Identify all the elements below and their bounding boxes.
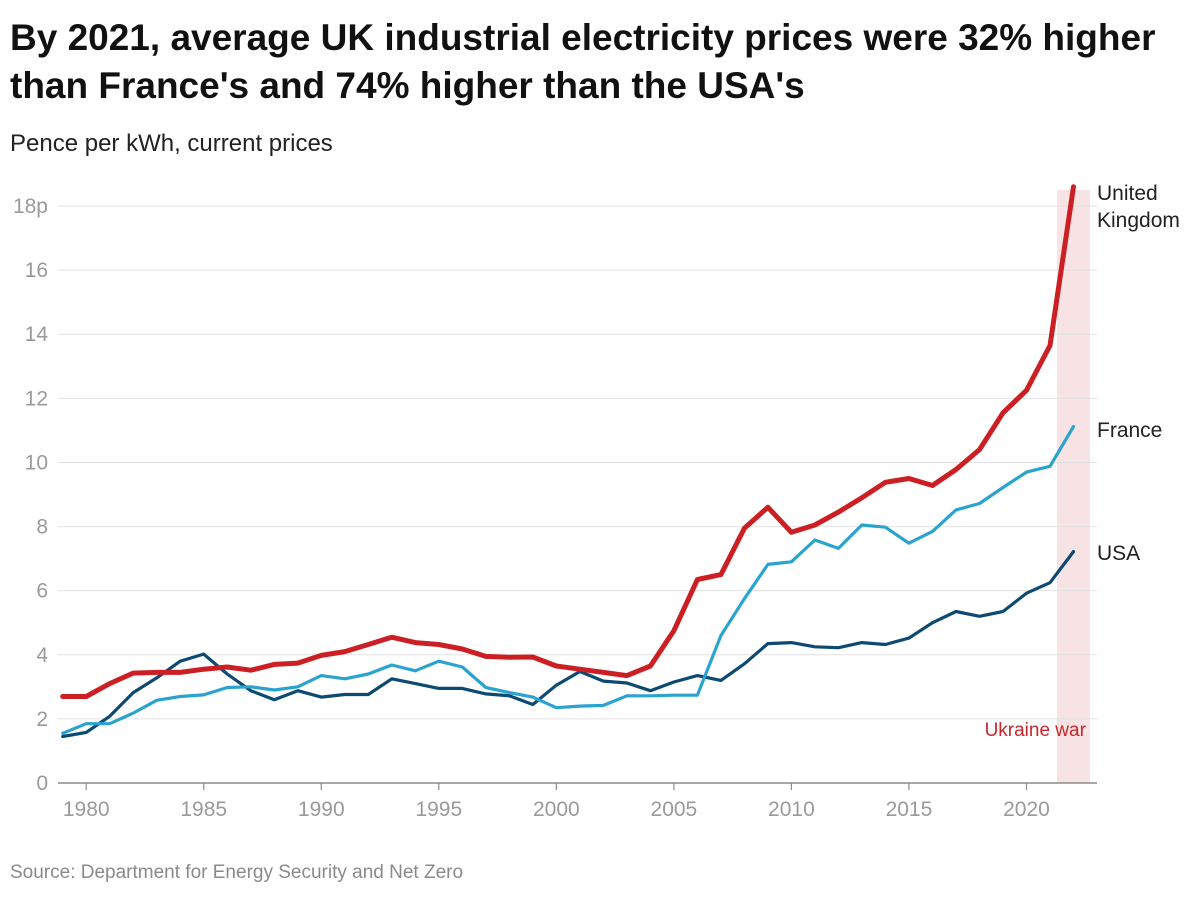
shaded-region-ukraine-war bbox=[1057, 190, 1090, 783]
chart-subtitle: Pence per kWh, current prices bbox=[10, 130, 333, 157]
y-tick-label: 18p bbox=[13, 195, 48, 218]
y-tick-label: 6 bbox=[36, 580, 48, 603]
x-tick-label: 1995 bbox=[415, 798, 462, 821]
y-tick-label: 0 bbox=[36, 772, 48, 795]
y-tick-label: 14 bbox=[25, 323, 49, 346]
series-label-usa: USA bbox=[1097, 542, 1140, 565]
source-note: Source: Department for Energy Security a… bbox=[10, 862, 464, 883]
series-label-uk: United bbox=[1097, 182, 1158, 205]
axis-layer: 0 2 4 6 8 10 12 14 16 18p 1980 1985 1990 1995 2000 2005… bbox=[13, 195, 1050, 821]
series-line-usa bbox=[61, 549, 1076, 739]
x-tick-label: 2020 bbox=[1003, 798, 1050, 821]
y-tick-label: 8 bbox=[36, 516, 48, 539]
grid-layer bbox=[58, 205, 1097, 784]
series-line-uk bbox=[60, 184, 1076, 699]
series-line-france bbox=[61, 425, 1076, 735]
chart-title: By 2021, average UK industrial electrici… bbox=[10, 17, 1156, 106]
series-layer bbox=[60, 184, 1076, 739]
x-tick-label: 2005 bbox=[651, 798, 698, 821]
x-tick-label: 1980 bbox=[63, 798, 110, 821]
x-tick-label: 1985 bbox=[180, 798, 227, 821]
x-tick-label: 2015 bbox=[886, 798, 933, 821]
label-layer: Ukraine war United Kingdom France USA bbox=[985, 182, 1180, 741]
y-tick-label: 12 bbox=[25, 387, 48, 410]
series-label-uk: Kingdom bbox=[1097, 209, 1180, 232]
series-label-france: France bbox=[1097, 419, 1162, 442]
x-tick-label: 1990 bbox=[298, 798, 345, 821]
y-tick-label: 2 bbox=[36, 708, 48, 731]
y-tick-label: 10 bbox=[25, 451, 48, 474]
x-tick-label: 2000 bbox=[533, 798, 580, 821]
y-tick-label: 4 bbox=[36, 644, 48, 667]
x-tick-label: 2010 bbox=[768, 798, 815, 821]
shade-layer bbox=[1057, 190, 1090, 783]
annotation-ukraine-war: Ukraine war bbox=[985, 720, 1087, 741]
y-tick-label: 16 bbox=[25, 259, 48, 282]
